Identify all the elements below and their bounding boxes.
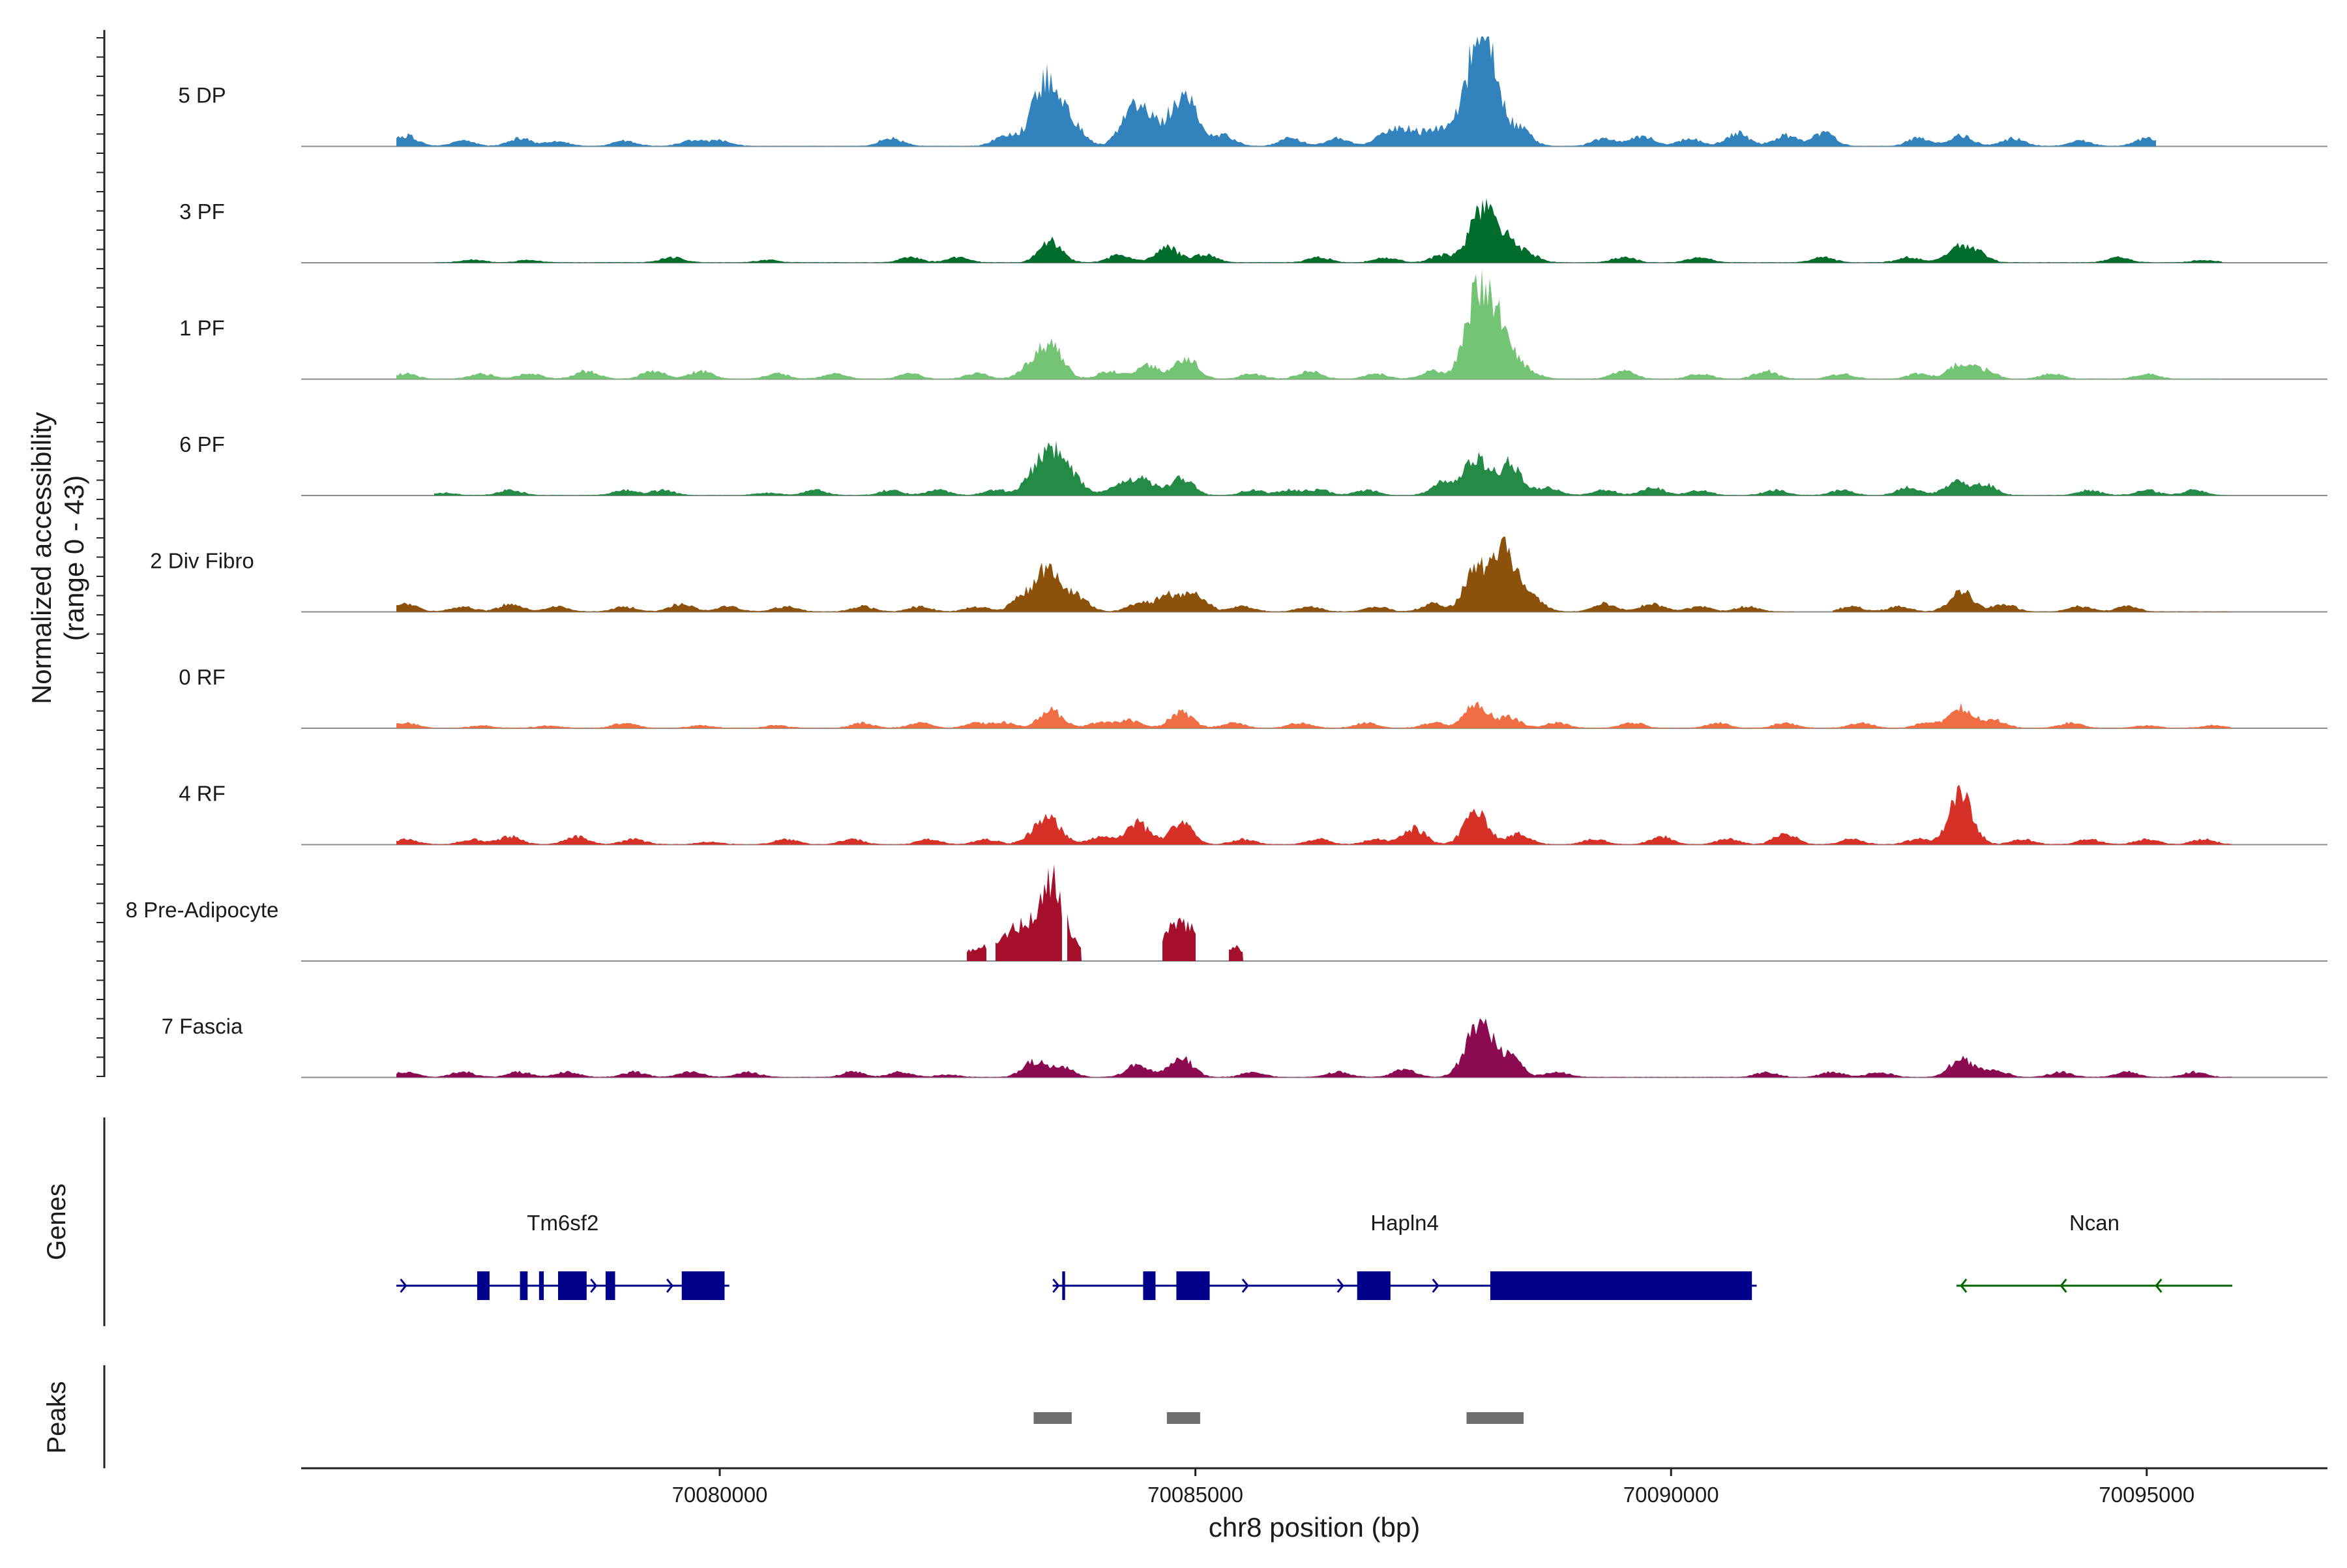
gene-exon	[1490, 1271, 1752, 1300]
track-label: 3 PF	[179, 200, 225, 224]
track-3-pf: 3 PF	[179, 198, 2327, 263]
coverage-axis-ticks	[96, 37, 104, 1077]
track-label: 1 PF	[179, 316, 225, 340]
peak-region	[1466, 1412, 1524, 1424]
coverage-area	[396, 537, 1795, 612]
coverage-area	[996, 864, 1062, 961]
coverage-area	[434, 440, 2232, 496]
y-axis-title-line: (range 0 - 43)	[59, 475, 89, 641]
strand-arrow	[1432, 1279, 1439, 1293]
gene-exon	[1357, 1271, 1391, 1300]
track-1-pf: 1 PF	[179, 269, 2327, 380]
gene-exon	[1143, 1271, 1156, 1300]
y-axis-title-line: Normalized accessibility	[26, 412, 57, 704]
gene-name-label: Hapln4	[1370, 1211, 1439, 1235]
gene-ncan: Ncan	[1956, 1211, 2233, 1293]
track-label: 0 RF	[179, 665, 226, 689]
strand-arrow	[1336, 1279, 1344, 1293]
track-4-rf: 4 RF	[179, 782, 2327, 846]
coverage-area	[1067, 913, 1082, 961]
peaks-panel-title: Peaks	[42, 1381, 71, 1453]
strand-arrow	[1960, 1279, 1968, 1293]
track-8-pre-adipocyte: 8 Pre-Adipocyte	[126, 864, 2327, 962]
gene-exon	[539, 1271, 544, 1300]
track-0-rf: 0 RF	[179, 665, 2327, 729]
strand-arrow	[2059, 1279, 2067, 1293]
strand-arrow	[1052, 1279, 1060, 1293]
gene-exon	[681, 1271, 725, 1300]
gene-annotations: Tm6sf2 Hapln4 Ncan	[396, 1211, 2233, 1300]
gene-exon	[1176, 1271, 1210, 1300]
track-label: 5 DP	[178, 83, 226, 108]
gene-exon	[605, 1271, 615, 1300]
coverage-area	[1229, 945, 1243, 961]
coverage-area	[967, 944, 986, 961]
gene-exon	[520, 1271, 528, 1300]
coverage-area	[396, 784, 2232, 845]
x-tick-label: 70085000	[1147, 1483, 1243, 1507]
coverage-area	[1833, 589, 2232, 612]
x-tick-label: 70080000	[672, 1483, 768, 1507]
track-5-dp: 5 DP	[178, 37, 2327, 147]
strand-arrow	[666, 1279, 674, 1293]
track-label: 7 Fascia	[162, 1014, 243, 1039]
track-label: 6 PF	[179, 432, 225, 456]
track-2-div-fibro: 2 Div Fibro	[150, 537, 2327, 613]
strand-arrow	[1241, 1279, 1249, 1293]
coverage-area	[396, 701, 2232, 728]
genes-panel-title: Genes	[42, 1183, 71, 1260]
x-axis-ticks: 70080000 70085000 70090000 70095000	[672, 1468, 2194, 1507]
coverage-tracks: 5 DP 3 PF 1 PF 6 PF 2 Div Fibro 0 RF 4 RF 8 Pre…	[126, 37, 2327, 1078]
peak-region	[1033, 1412, 1072, 1424]
gene-exon	[477, 1271, 490, 1300]
coverage-area	[396, 133, 977, 147]
coverage-area	[396, 1018, 2232, 1078]
y-axis-title: Normalized accessibility (range 0 - 43)	[26, 412, 89, 704]
gene-name-label: Ncan	[2069, 1211, 2119, 1235]
coverage-area	[396, 269, 2222, 379]
coverage-area	[434, 198, 2222, 263]
gene-exon	[558, 1271, 587, 1300]
x-tick-label: 70095000	[2099, 1483, 2194, 1507]
coverage-area	[977, 37, 2156, 147]
x-axis-title: chr8 position (bp)	[1209, 1512, 1421, 1543]
gene-tm6sf2: Tm6sf2	[396, 1211, 730, 1300]
strand-arrow	[2155, 1279, 2162, 1293]
coverage-area	[1162, 917, 1196, 961]
track-label: 4 RF	[179, 782, 226, 806]
track-6-pf: 6 PF	[179, 432, 2327, 496]
track-label: 2 Div Fibro	[150, 549, 254, 573]
track-label: 8 Pre-Adipocyte	[126, 898, 279, 922]
gene-exon	[1062, 1271, 1065, 1300]
gene-hapln4: Hapln4	[1052, 1211, 1757, 1300]
peak-regions	[1033, 1412, 1524, 1424]
strand-arrow	[400, 1279, 407, 1293]
x-tick-label: 70090000	[1623, 1483, 1719, 1507]
gene-name-label: Tm6sf2	[527, 1211, 598, 1235]
peak-region	[1166, 1412, 1200, 1424]
track-7-fascia: 7 Fascia	[162, 1014, 2327, 1078]
strand-arrow	[590, 1279, 598, 1293]
